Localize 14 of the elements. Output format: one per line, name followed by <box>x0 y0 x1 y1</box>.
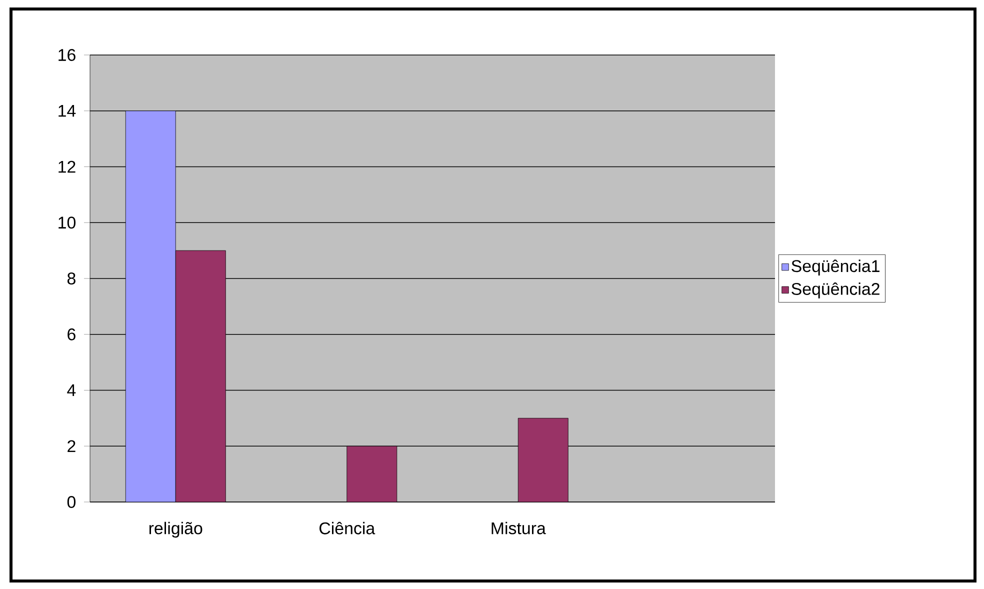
x-tick-label: Mistura <box>492 522 546 534</box>
x-tick-label: religião <box>149 522 202 538</box>
y-tick-label: 0 <box>67 496 76 508</box>
y-tick-label: 10 <box>58 216 76 229</box>
x-tick-label: Ciência <box>320 522 376 534</box>
y-tick-label: 14 <box>58 105 76 117</box>
y-tick-label: 8 <box>67 272 76 284</box>
legend-label: Seqüência2 <box>792 282 880 298</box>
y-tick-label: 2 <box>68 440 76 452</box>
y-tick-label: 4 <box>67 384 76 396</box>
y-tick-label: 16 <box>58 48 76 61</box>
y-tick-label: 6 <box>68 328 76 340</box>
legend-label: Seqüência1 <box>792 260 880 276</box>
y-tick-label: 12 <box>58 160 76 173</box>
